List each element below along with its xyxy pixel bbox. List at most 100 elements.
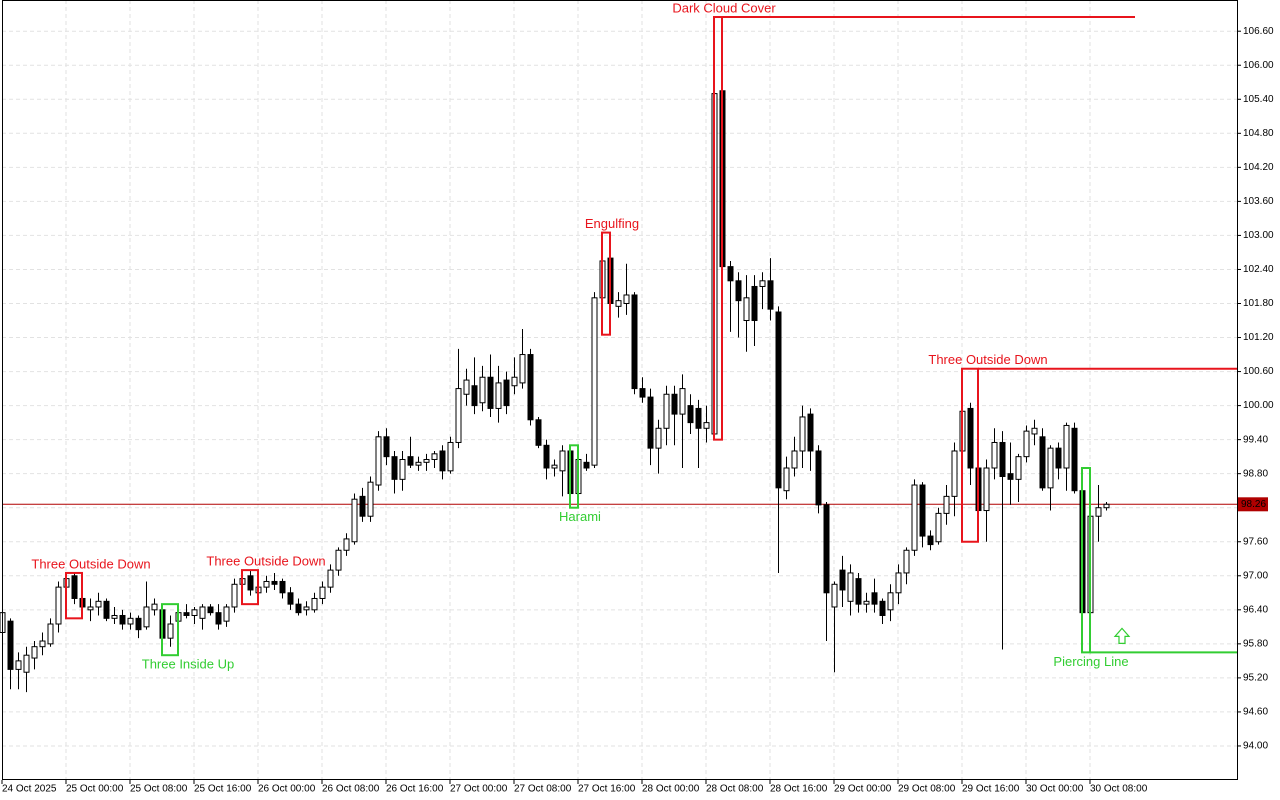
x-tick-label: 26 Oct 08:00: [322, 784, 380, 795]
candle-body: [199, 606, 206, 619]
candle-body: [223, 606, 230, 622]
candle-body: [631, 294, 638, 390]
y-tick-label: 97.60: [1243, 536, 1268, 547]
candle-body: [1007, 473, 1014, 480]
candle-body: [775, 311, 782, 489]
pattern-box: [161, 603, 179, 657]
candle-body: [87, 606, 94, 611]
candle-body: [463, 379, 470, 395]
candle-body: [527, 354, 534, 421]
x-tick-label: 27 Oct 00:00: [450, 784, 508, 795]
candle-body: [279, 580, 286, 594]
pattern-box: [1081, 467, 1091, 654]
candle-body: [367, 481, 374, 517]
y-tick-label: 100.00: [1243, 400, 1274, 411]
candle-body: [647, 396, 654, 449]
candle-body: [815, 450, 822, 506]
pattern-arrow: [1113, 627, 1131, 644]
y-tick-label: 99.40: [1243, 434, 1268, 445]
candle-body: [855, 578, 862, 605]
candle-body: [735, 280, 742, 302]
candle-body: [663, 393, 670, 429]
candle-body: [1015, 456, 1022, 480]
pattern-label: Piercing Line: [1053, 654, 1128, 669]
candle-body: [615, 300, 622, 307]
pattern-box: [569, 444, 579, 509]
candle-body: [935, 512, 942, 543]
candle-body: [879, 600, 886, 616]
candle-body: [95, 600, 102, 608]
candle-body: [655, 427, 662, 449]
annotations: Three Outside Down Three Inside Up Three O…: [31, 0, 1238, 672]
candle-body: [431, 453, 438, 460]
candle-body: [7, 620, 14, 670]
candle-body: [511, 376, 518, 387]
y-tick-label: 101.80: [1243, 298, 1274, 309]
candle-body: [823, 504, 830, 594]
candle-body: [519, 354, 526, 384]
candle-body: [911, 484, 918, 551]
candle-body: [351, 498, 358, 543]
pattern-box: [961, 367, 979, 543]
x-tick-label: 28 Oct 00:00: [642, 784, 700, 795]
candle-body: [591, 297, 598, 466]
candle-body: [415, 461, 422, 466]
candle-body: [423, 458, 430, 463]
x-tick-label: 29 Oct 08:00: [898, 784, 956, 795]
candle-body: [1071, 427, 1078, 492]
x-tick-label: 26 Oct 16:00: [386, 784, 444, 795]
candle-body: [343, 538, 350, 551]
candle-body: [335, 549, 342, 571]
candle-body: [767, 280, 774, 310]
candle-body: [895, 572, 902, 594]
candle-body: [847, 572, 854, 602]
y-tick-label: 95.20: [1243, 673, 1268, 684]
candle-body: [991, 441, 998, 469]
candle-body: [487, 376, 494, 409]
pattern-label: Three Outside Down: [206, 554, 325, 569]
candle-body: [783, 467, 790, 492]
x-tick-label: 25 Oct 08:00: [130, 784, 188, 795]
candle-body: [535, 419, 542, 446]
y-tick-label: 101.20: [1243, 332, 1274, 343]
candle-body: [695, 407, 702, 429]
pattern-label: Three Outside Down: [31, 556, 150, 571]
candle-body: [47, 623, 54, 645]
pattern-label: Three Outside Down: [928, 352, 1047, 367]
last-price-label: 98.26: [1241, 499, 1266, 510]
candle-body: [703, 422, 710, 429]
candle-body: [1031, 427, 1038, 435]
candle-body: [191, 609, 198, 616]
axes: 94.0094.6095.2095.8096.4097.0097.6098.20…: [1, 26, 1274, 795]
candle-body: [319, 586, 326, 599]
candle-body: [951, 450, 958, 497]
candle-body: [55, 586, 62, 625]
pattern-box: [713, 16, 723, 441]
candle-body: [31, 646, 38, 659]
candle-body: [1047, 447, 1054, 489]
candle-body: [447, 441, 454, 472]
x-tick-label: 24 Oct 2025: [2, 784, 57, 795]
candle-body: [479, 376, 486, 404]
candle-body: [471, 385, 478, 407]
candle-body: [623, 294, 630, 304]
pattern-label: Harami: [559, 509, 601, 524]
candle-body: [967, 407, 974, 469]
candle-body: [727, 266, 734, 282]
candle-body: [863, 600, 870, 605]
y-tick-label: 94.00: [1243, 741, 1268, 752]
candle-body: [831, 583, 838, 608]
candle-body: [287, 592, 294, 605]
candle-body: [887, 592, 894, 611]
candle-body: [1063, 424, 1070, 469]
candle-body: [999, 441, 1006, 478]
candle-body: [503, 379, 510, 407]
candle-body: [791, 450, 798, 469]
candle-body: [943, 495, 950, 514]
candle-body: [151, 603, 158, 611]
plot-frame: [2, 0, 1238, 780]
x-tick-label: 30 Oct 08:00: [1090, 784, 1148, 795]
candle-body: [399, 458, 406, 480]
candle-body: [919, 484, 926, 537]
